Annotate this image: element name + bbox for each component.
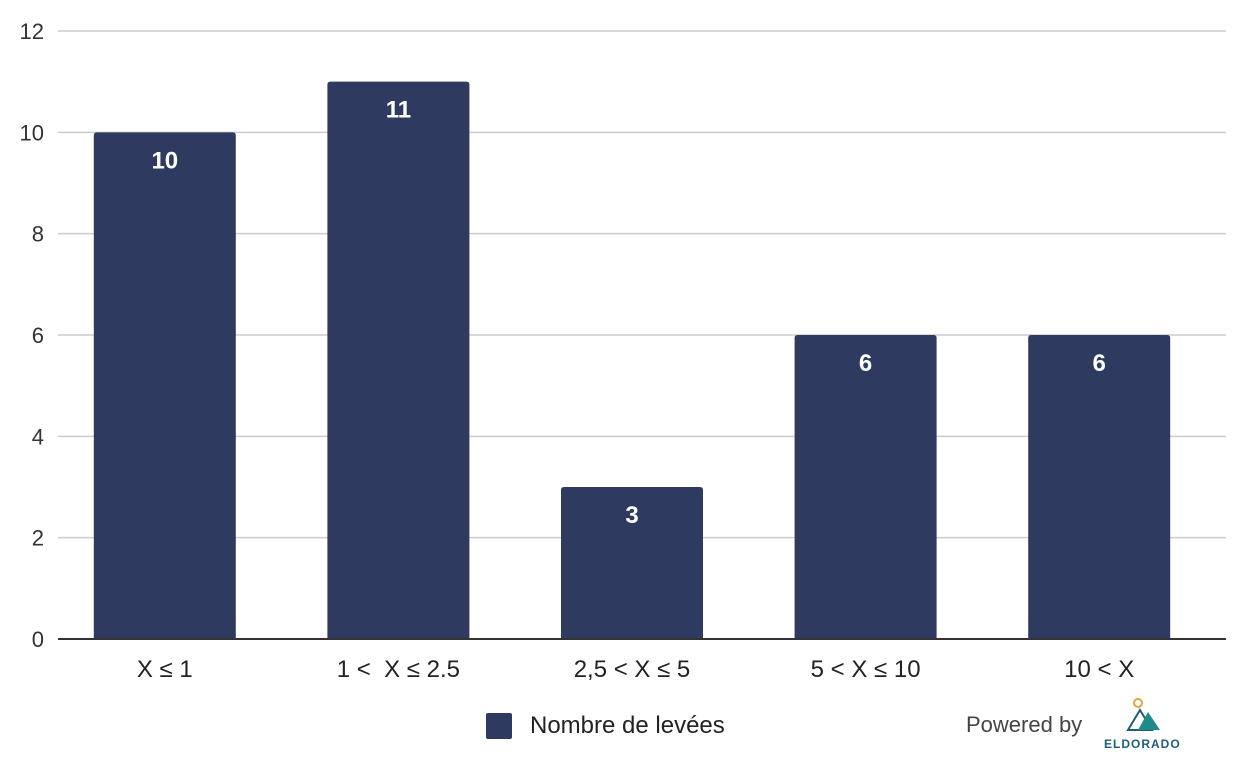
bar [794, 335, 937, 639]
bar-chart: 0 2 4 6 8 10 12 10 X ≤ 1 11 1 < X ≤ 2.5 3 2,5 < X ≤ … [20, 19, 1226, 683]
x-tick-label: 1 < X ≤ 2.5 [337, 656, 460, 683]
y-tick-label: 0 [32, 627, 44, 652]
y-tick-label: 2 [32, 526, 44, 551]
powered-by-text: Powered by [966, 712, 1083, 737]
y-tick-label: 6 [32, 323, 44, 348]
data-label: 11 [386, 97, 411, 124]
x-tick-label: X ≤ 1 [137, 656, 193, 683]
data-label: 3 [625, 502, 638, 529]
bar [561, 487, 703, 639]
data-label: 10 [151, 147, 178, 174]
logo-text: ELDORADO [1104, 737, 1181, 751]
bar [1028, 335, 1171, 639]
bar [93, 132, 236, 640]
x-tick-label: 5 < X ≤ 10 [811, 656, 921, 683]
x-tick-label: 2,5 < X ≤ 5 [574, 656, 691, 683]
y-tick-label: 8 [32, 222, 44, 247]
x-tick-label: 10 < X [1064, 656, 1134, 683]
y-tick-label: 10 [20, 120, 44, 145]
y-tick-label: 12 [20, 19, 44, 44]
y-tick-label: 4 [32, 424, 44, 449]
legend: Nombre de levées [486, 712, 725, 740]
data-label: 6 [859, 350, 872, 377]
bar [327, 81, 470, 639]
data-label: 6 [1093, 350, 1106, 377]
legend-swatch [486, 713, 512, 739]
eldorado-logo-icon [1126, 698, 1160, 731]
legend-label: Nombre de levées [530, 712, 725, 739]
